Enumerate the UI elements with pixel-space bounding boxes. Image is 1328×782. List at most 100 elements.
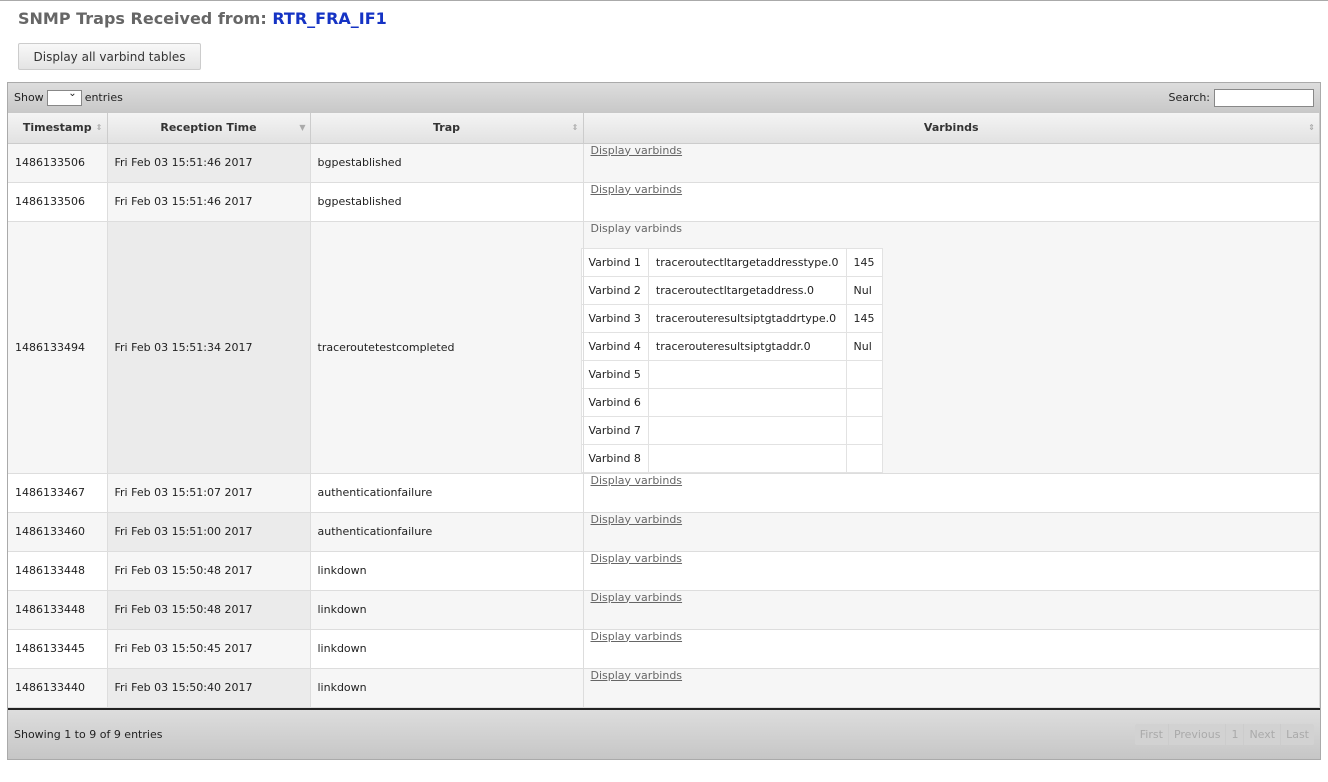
varbind-oid: [647, 359, 847, 389]
reception-time-cell: Fri Feb 03 15:50:40 2017: [107, 668, 311, 708]
timestamp-cell: 1486133440: [8, 668, 108, 708]
varbind-label: Varbind 5: [580, 359, 649, 389]
varbind-row: Varbind 8: [580, 443, 883, 473]
table-toolbar: Show entries Search:: [8, 82, 1320, 113]
display-varbinds-link[interactable]: Display varbinds: [590, 221, 683, 235]
header-reception-time[interactable]: Reception Time ▼: [107, 113, 311, 144]
reception-time-cell: Fri Feb 03 15:51:46 2017: [107, 143, 311, 183]
varbinds-cell: Display varbinds: [583, 551, 1320, 591]
search-input[interactable]: [1214, 89, 1314, 107]
sort-desc-icon: ▼: [299, 123, 306, 132]
trap-cell: bgpestablished: [310, 182, 584, 222]
timestamp-cell: 1486133448: [8, 590, 108, 630]
reception-time-cell: Fri Feb 03 15:51:46 2017: [107, 182, 311, 222]
header-label: Timestamp: [22, 121, 92, 135]
header-label: Varbinds: [923, 121, 979, 135]
varbind-label: Varbind 6: [580, 387, 649, 417]
trap-cell: linkdown: [310, 668, 584, 708]
reception-time-cell: Fri Feb 03 15:51:00 2017: [107, 512, 311, 552]
varbinds-cell: Display varbinds Varbind 1 traceroutectlta…: [580, 221, 1320, 474]
table-row: 1486133448 Fri Feb 03 15:50:48 2017 linkdo…: [8, 590, 1320, 630]
header-label: Trap: [432, 121, 461, 135]
display-all-varbinds-button[interactable]: Display all varbind tables: [18, 43, 201, 70]
timestamp-cell: 1486133467: [8, 473, 108, 513]
reception-time-cell: Fri Feb 03 15:50:48 2017: [107, 551, 311, 591]
varbind-oid: [647, 415, 847, 445]
next-page-button[interactable]: Next: [1244, 723, 1282, 745]
varbinds-cell: Display varbinds: [583, 473, 1320, 513]
display-varbinds-link[interactable]: Display varbinds: [590, 473, 683, 487]
title-text: SNMP Traps Received from:: [18, 9, 267, 28]
display-varbinds-link[interactable]: Display varbinds: [590, 182, 683, 196]
varbind-value: [845, 359, 883, 389]
display-varbinds-link[interactable]: Display varbinds: [590, 512, 683, 526]
varbind-oid: traceroutectltargetaddresstype.0: [647, 247, 847, 277]
table-row: 1486133440 Fri Feb 03 15:50:40 2017 linkdo…: [8, 668, 1320, 708]
varbind-label: Varbind 1: [580, 247, 649, 277]
previous-page-button[interactable]: Previous: [1169, 723, 1227, 745]
table-row: 1486133494 Fri Feb 03 15:51:34 2017 tracer…: [8, 221, 1320, 474]
varbind-row: Varbind 1 traceroutectltargetaddresstype.…: [580, 247, 883, 277]
timestamp-cell: 1486133506: [8, 143, 108, 183]
display-varbinds-link[interactable]: Display varbinds: [590, 551, 683, 565]
reception-time-cell: Fri Feb 03 15:50:48 2017: [107, 590, 311, 630]
trap-cell: authenticationfailure: [310, 512, 584, 552]
entries-select[interactable]: [46, 88, 82, 106]
first-page-button[interactable]: First: [1135, 723, 1169, 745]
varbinds-cell: Display varbinds: [583, 512, 1320, 552]
entries-info: Showing 1 to 9 of 9 entries: [14, 727, 163, 741]
entries-label: entries: [84, 91, 123, 104]
device-name: RTR_FRA_IF1: [272, 9, 387, 28]
display-varbinds-link[interactable]: Display varbinds: [590, 668, 683, 682]
search-label: Search:: [1168, 91, 1211, 104]
varbind-oid: [647, 387, 847, 417]
traps-table: Timestamp ⇕ Reception Time ▼ Trap ⇕ Varbind…: [8, 113, 1320, 708]
trap-cell: bgpestablished: [310, 143, 584, 183]
varbinds-cell: Display varbinds: [583, 590, 1320, 630]
table-row: 1486133506 Fri Feb 03 15:51:46 2017 bgpest…: [8, 182, 1320, 222]
trap-cell: linkdown: [310, 629, 584, 669]
table-row: 1486133506 Fri Feb 03 15:51:46 2017 bgpest…: [8, 143, 1320, 183]
last-page-button[interactable]: Last: [1286, 727, 1309, 741]
page-title: SNMP Traps Received from: RTR_FRA_IF1: [18, 9, 387, 28]
header-label: Reception Time: [160, 121, 257, 135]
table-row: 1486133445 Fri Feb 03 15:50:45 2017 linkdo…: [8, 629, 1320, 669]
timestamp-cell: 1486133460: [8, 512, 108, 552]
varbind-label: Varbind 8: [580, 443, 649, 473]
varbind-row: Varbind 2 traceroutectltargetaddress.0 Nul: [580, 275, 883, 305]
varbind-label: Varbind 4: [580, 331, 649, 361]
varbind-label: Varbind 3: [580, 303, 649, 333]
timestamp-cell: 1486133448: [8, 551, 108, 591]
timestamp-cell: 1486133445: [8, 629, 108, 669]
varbind-oid: tracerouteresultsiptgtaddr.0: [647, 331, 847, 361]
varbind-row: Varbind 5: [580, 359, 883, 389]
display-varbinds-link[interactable]: Display varbinds: [590, 143, 683, 157]
varbind-value: Nul: [845, 275, 883, 305]
varbind-row: Varbind 7: [580, 415, 883, 445]
trap-cell: linkdown: [310, 551, 584, 591]
varbind-oid: traceroutectltargetaddress.0: [647, 275, 847, 305]
sort-icon: ⇕: [95, 123, 103, 132]
reception-time-cell: Fri Feb 03 15:50:45 2017: [107, 629, 311, 669]
trap-cell: traceroutetestcompleted: [310, 221, 584, 474]
header-varbinds[interactable]: Varbinds ⇕: [583, 113, 1320, 144]
trap-cell: linkdown: [310, 590, 584, 630]
varbind-row: Varbind 3 tracerouteresultsiptgtaddrtype.…: [580, 303, 883, 333]
timestamp-cell: 1486133506: [8, 182, 108, 222]
varbinds-cell: Display varbinds: [583, 668, 1320, 708]
varbind-value: [845, 387, 883, 417]
header-timestamp[interactable]: Timestamp ⇕: [8, 113, 108, 144]
header-trap[interactable]: Trap ⇕: [310, 113, 584, 144]
sort-icon: ⇕: [1308, 123, 1315, 132]
table-row: 1486133448 Fri Feb 03 15:50:48 2017 linkdo…: [8, 551, 1320, 591]
varbind-row: Varbind 6: [580, 387, 883, 417]
display-varbinds-link[interactable]: Display varbinds: [590, 629, 683, 643]
display-varbinds-link[interactable]: Display varbinds: [590, 590, 683, 604]
pagination: First Previous 1 Next Last: [1134, 723, 1314, 745]
page-1-button[interactable]: 1: [1226, 723, 1245, 745]
show-label: Show: [14, 91, 44, 104]
timestamp-cell: 1486133494: [8, 221, 108, 474]
varbind-row: Varbind 4 tracerouteresultsiptgtaddr.0 Nul: [580, 331, 883, 361]
reception-time-cell: Fri Feb 03 15:51:34 2017: [107, 221, 311, 474]
varbind-value: 145: [845, 303, 883, 333]
